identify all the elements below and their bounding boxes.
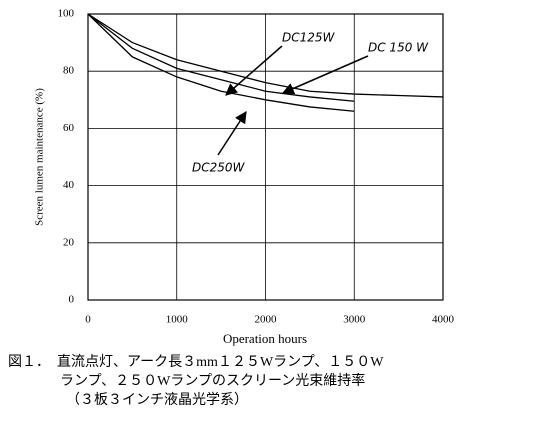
y-tick-label: 100 (58, 8, 75, 20)
caption-line: ランプ、２５０Wランプのスクリーン光束維持率 (60, 372, 365, 389)
x-axis-title: Operation hours (223, 331, 307, 346)
y-tick-label: 40 (63, 179, 75, 191)
caption-line: 図１． 直流点灯、アーク長３mm１２５Wランプ、１５０W (8, 353, 384, 370)
y-tick-label: 60 (63, 122, 75, 134)
y-tick-label: 80 (63, 65, 75, 77)
line-series (87, 13, 355, 102)
series-annotation: DC250W (192, 161, 246, 175)
annotation-arrow (225, 45, 283, 96)
series-annotation: DC125W (282, 31, 336, 45)
x-tick-label: 2000 (255, 314, 278, 326)
y-tick-label: 20 (63, 236, 75, 248)
x-tick-label: 4000 (432, 314, 455, 326)
x-tick-label: 3000 (343, 314, 366, 326)
annotation-arrow (217, 110, 247, 156)
annotation-arrow (281, 55, 369, 95)
x-tick-label: 1000 (166, 314, 189, 326)
caption-line: （３板３インチ液晶光学系） (66, 392, 248, 408)
y-axis-title: Screen lumen maintenance (%) (34, 88, 46, 226)
line-series (87, 13, 355, 112)
series-annotation: DC 150 W (368, 41, 429, 55)
x-tick-label: 0 (85, 314, 91, 326)
y-tick-label: 0 (69, 294, 75, 306)
line-series (87, 13, 444, 98)
